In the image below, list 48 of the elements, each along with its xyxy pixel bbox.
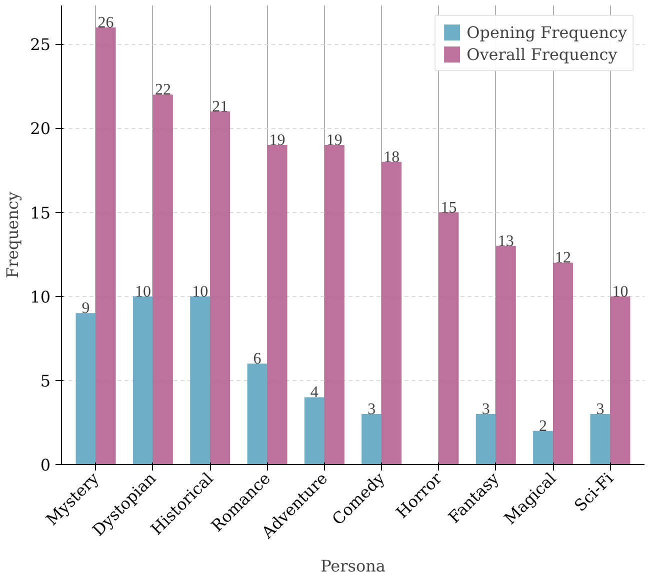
data-label: 19 [269,132,286,150]
y-tick-label: 20 [30,119,50,138]
data-label: 2 [539,418,548,435]
data-label: 19 [326,132,342,150]
bar [76,313,96,464]
data-label: 10 [192,283,208,300]
data-label: 6 [253,350,262,368]
bar [533,430,554,464]
legend-label: Overall Frequency [466,44,618,64]
y-tick-label: 25 [30,35,50,54]
bar [496,246,516,464]
bar [96,27,116,464]
bar [152,94,173,464]
bar [324,145,344,464]
bar [267,145,288,464]
data-label: 4 [310,384,318,402]
data-label: 3 [482,401,490,418]
legend-label: Opening Frequency [466,22,627,42]
bar [362,414,382,464]
data-label: 21 [212,98,228,116]
bar [382,162,402,464]
y-axis-title: Frequency [3,192,22,278]
bar [190,296,210,464]
y-tick-label: 5 [40,371,51,390]
y-tick-label: 10 [30,287,50,306]
data-label: 9 [82,300,90,318]
data-label: 3 [368,401,376,418]
data-label: 15 [440,199,457,216]
data-label: 3 [596,401,604,418]
bar [476,414,496,464]
data-label: 10 [134,283,151,300]
data-label: 13 [498,232,514,250]
bar [304,397,324,464]
y-tick-label: 15 [30,203,50,222]
bar [553,262,574,464]
data-label: 18 [384,148,400,166]
bar [610,296,630,464]
bar [438,212,459,464]
data-label: 22 [154,82,171,99]
bar [210,111,230,464]
data-label: 26 [98,14,114,32]
x-axis-title: Persona [320,556,386,576]
bar [590,414,610,464]
data-label: 12 [555,250,572,267]
data-label: 10 [612,283,628,300]
bar [132,296,153,464]
y-tick-label: 0 [40,456,51,474]
bar [247,364,268,464]
